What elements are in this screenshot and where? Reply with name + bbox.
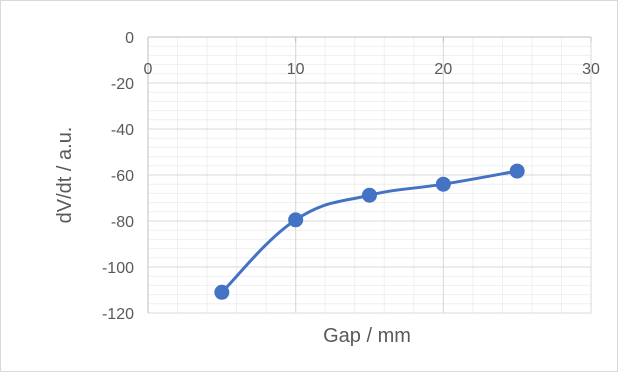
x-axis-title: Gap / mm	[323, 325, 411, 347]
data-point	[362, 187, 377, 203]
data-points	[214, 163, 525, 300]
y-tick-label: -40	[111, 122, 134, 139]
chart-area	[0, 0, 618, 372]
x-tick-label: 30	[582, 61, 600, 78]
y-tick-label: -100	[102, 260, 134, 277]
x-tick-label: 10	[287, 61, 305, 78]
y-tick-label: -20	[111, 76, 134, 93]
y-tick-label: -80	[111, 214, 134, 231]
y-tick-label: -60	[111, 168, 134, 185]
axes	[147, 36, 592, 313]
x-tick-label: 0	[144, 61, 153, 78]
data-point	[288, 212, 304, 228]
data-point	[214, 284, 230, 300]
y-tick-label: 0	[125, 30, 134, 47]
x-tick-labels: 0 10 20 30	[144, 61, 600, 78]
x-tick-label: 20	[434, 61, 452, 78]
y-axis-title: dV/dt / a.u.	[54, 127, 76, 224]
data-point	[509, 163, 525, 179]
y-tick-labels: 0 -20 -40 -60 -80 -100 -120	[102, 30, 134, 323]
major-gridlines	[147, 36, 592, 314]
data-point	[435, 176, 451, 192]
y-tick-label: -120	[102, 306, 134, 323]
